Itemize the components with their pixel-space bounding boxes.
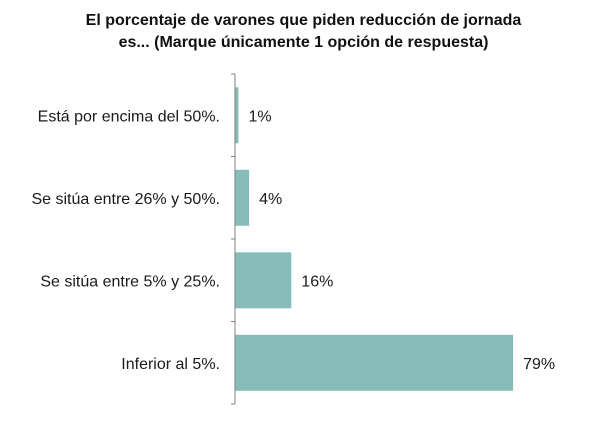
category-label-1: Está por encima del 50%.: [38, 108, 220, 125]
category-axis: [231, 73, 236, 405]
category-label-2: Se sitúa entre 26% y 50%.: [31, 191, 220, 208]
bar-4: [235, 334, 514, 391]
category-label-4: Inferior al 5%.: [121, 356, 220, 373]
bar-2: [235, 169, 250, 226]
chart-title: El porcentaje de varones que piden reduc…: [20, 10, 587, 54]
value-label-2: 4%: [259, 191, 282, 208]
value-label-3: 16%: [301, 273, 333, 290]
category-label-3: Se sitúa entre 5% y 25%.: [40, 273, 220, 290]
bar-3: [235, 252, 292, 309]
bar-1: [235, 87, 239, 144]
chart-title-line-2: es... (Marque únicamente 1 opción de res…: [118, 34, 489, 51]
chart-title-line-1: El porcentaje de varones que piden reduc…: [85, 12, 522, 29]
bars-layer: [235, 87, 514, 391]
labels-layer: 1% Está por encima del 50%. 4% Se sitúa ent…: [31, 108, 555, 373]
value-label-1: 1%: [249, 108, 272, 125]
value-label-4: 79%: [523, 356, 555, 373]
